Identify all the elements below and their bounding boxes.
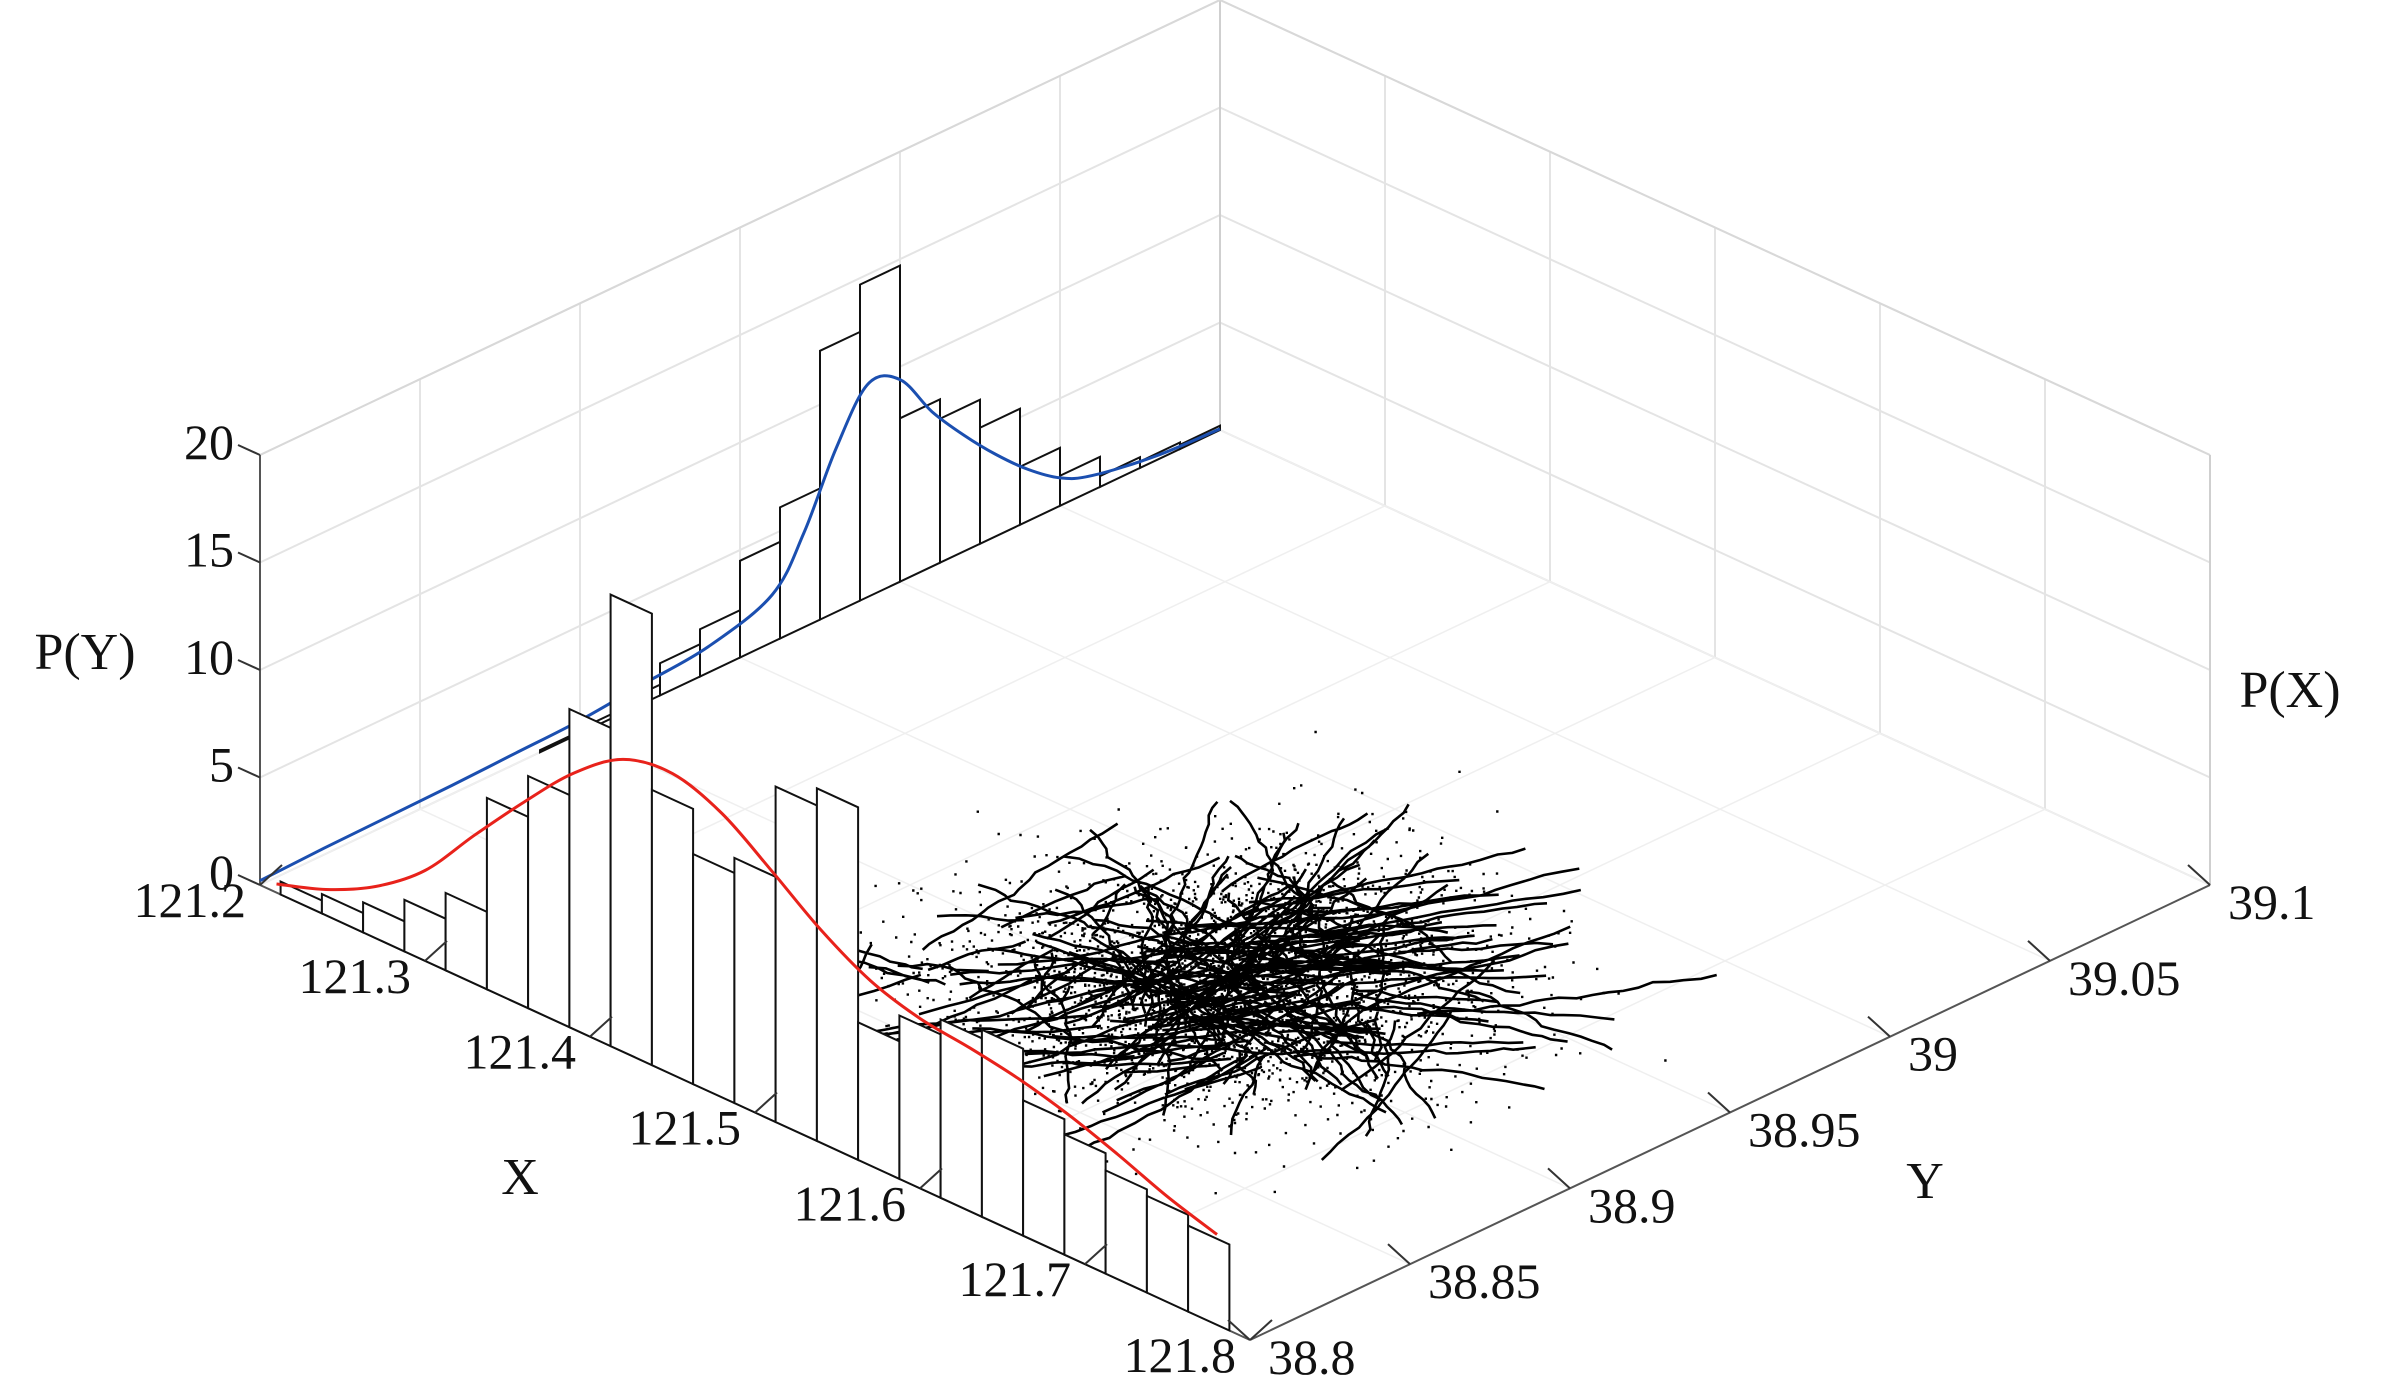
histogram-bar: [1022, 1098, 1066, 1257]
x-tick: [259, 864, 283, 886]
histogram-bar: [857, 1020, 901, 1181]
y-tick: [1547, 1167, 1571, 1190]
x-tick-label: 121.2: [134, 872, 247, 928]
gridline: [1059, 505, 2051, 962]
histogram-bar: [899, 397, 941, 584]
x-axis-label: X: [501, 1149, 539, 1206]
box-edges: [259, 0, 2211, 1341]
density-curve-x: [276, 757, 1218, 1236]
histogram-bar: [1019, 446, 1061, 527]
gridline: [1219, 214, 2211, 671]
z-tick-label: 5: [209, 737, 234, 793]
y-tick-label: 39.05: [2068, 950, 2181, 1006]
histogram-bar: [1059, 455, 1101, 508]
histogram-bar: [774, 785, 818, 1143]
gridline: [1219, 106, 2211, 564]
x-tick: [1249, 1319, 1273, 1341]
x-tick: [919, 1167, 943, 1190]
x-tick: [424, 940, 448, 962]
z-tick-label: 15: [184, 522, 234, 578]
z-tick: [237, 874, 261, 886]
histogram-bar: [650, 788, 695, 1086]
histogram-bar: [320, 892, 365, 934]
axis-ticks-and-labels: X Y P(Y) P(X) 121.2 121.3 121.4 121.5 121.6 1…: [34, 414, 2340, 1385]
histogram-bar: [527, 774, 571, 1029]
y-tick-label: 38.8: [1268, 1329, 1356, 1385]
histogram-bar: [859, 264, 901, 603]
y-tick: [1867, 1015, 1891, 1038]
y-tick: [2027, 940, 2051, 962]
x-tick: [589, 1015, 613, 1038]
gridline: [1219, 429, 2211, 886]
gridline: [579, 732, 1571, 1190]
y-tick-label: 38.9: [1588, 1177, 1676, 1233]
gridline: [1219, 321, 2211, 779]
histogram-bar: [980, 1028, 1025, 1238]
z-tick: [237, 659, 261, 671]
x-tick-label: 121.8: [1124, 1327, 1237, 1383]
y-tick: [1707, 1091, 1731, 1114]
z-tick-label: 10: [184, 629, 234, 685]
histogram-bar: [444, 891, 488, 991]
histogram-bar: [733, 856, 777, 1124]
z-tick: [237, 766, 261, 779]
z-tick: [237, 551, 261, 564]
y-tick-label: 38.95: [1748, 1102, 1861, 1158]
gridline: [259, 321, 1221, 779]
x-tick-label: 121.5: [629, 1100, 742, 1156]
box-edge: [259, 0, 1221, 456]
y-tick: [2187, 864, 2211, 886]
histogram-bar: [1187, 1224, 1231, 1333]
y-tick-label: 38.85: [1428, 1253, 1541, 1309]
left-wall-label: P(Y): [34, 624, 135, 681]
wall-gridlines: [259, 0, 2211, 1341]
z-tick: [237, 444, 261, 456]
histogram-bar: [609, 593, 653, 1067]
y-tick: [1227, 1319, 1251, 1341]
y-axis-label: Y: [1906, 1153, 1944, 1210]
histogram-bar: [739, 540, 781, 660]
histogram-bar: [815, 786, 860, 1162]
z-tick-label: 20: [184, 414, 234, 470]
histogram-bar: [485, 796, 530, 1010]
x-tick: [754, 1091, 778, 1114]
z-tick-label: 0: [209, 844, 234, 900]
histogram-bar: [979, 407, 1021, 546]
gridline: [259, 106, 1221, 564]
x-tick-label: 121.7: [959, 1251, 1072, 1307]
y-tick-label: 39: [1908, 1026, 1958, 1082]
y-tick-label: 39.1: [2228, 874, 2316, 930]
y-tick: [1387, 1243, 1411, 1265]
x-tick-label: 121.3: [299, 948, 412, 1004]
density-curve-y: [259, 374, 1221, 883]
histogram-bar: [362, 900, 406, 953]
histogram-bar: [692, 852, 736, 1105]
histogram-bar: [1104, 1168, 1148, 1295]
histogram-x-bars: [279, 593, 1231, 1333]
histogram-bar: [1063, 1132, 1107, 1276]
histogram-bar: [699, 608, 741, 679]
x-tick-label: 121.4: [464, 1024, 577, 1080]
x-tick: [1084, 1243, 1108, 1265]
gridline: [259, 214, 1221, 671]
gridline: [899, 580, 1891, 1038]
right-wall-label: P(X): [2239, 662, 2340, 719]
histogram-bar: [898, 1013, 942, 1200]
histogram-bar: [1145, 1194, 1190, 1314]
histogram-bar: [568, 707, 612, 1048]
x-tick-label: 121.6: [794, 1175, 907, 1231]
box-edge: [1219, 0, 2211, 456]
histogram-bar: [939, 1017, 983, 1219]
histogram-bar: [659, 642, 701, 697]
trajectory-scatter: [730, 730, 1718, 1195]
